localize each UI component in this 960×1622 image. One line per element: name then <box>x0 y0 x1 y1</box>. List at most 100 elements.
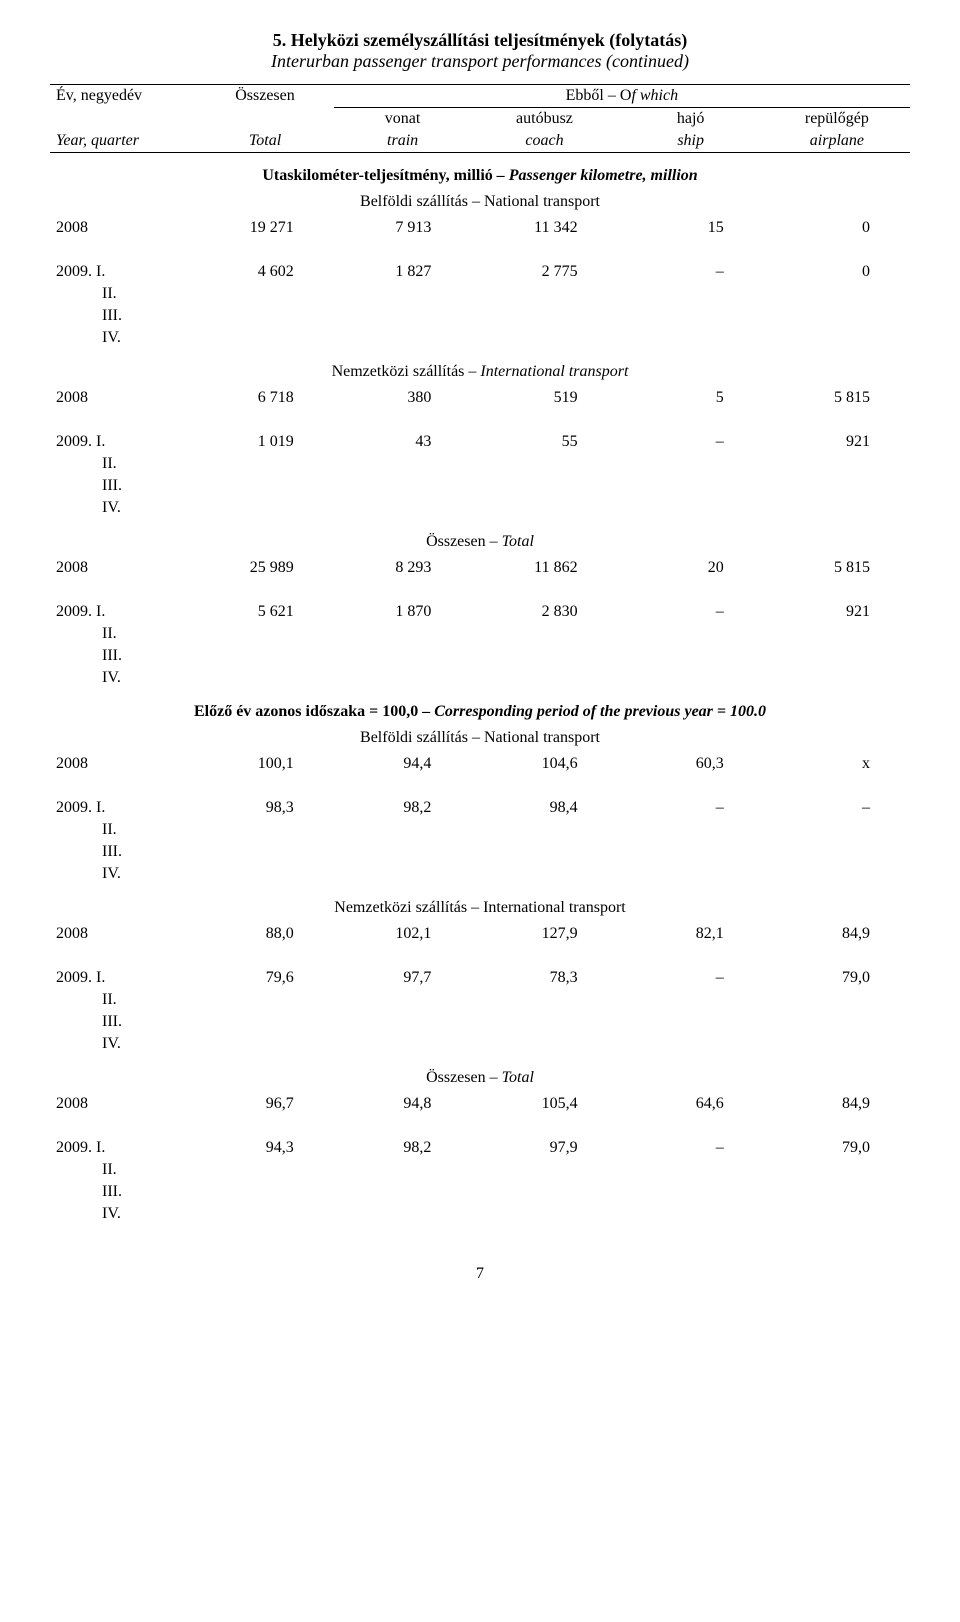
cell: 11 342 <box>471 217 617 239</box>
row-label: 2009. I. <box>50 431 196 453</box>
cell: – <box>618 261 764 283</box>
cell: 2 775 <box>471 261 617 283</box>
row-label: IV. <box>50 863 196 885</box>
cell: 25 989 <box>196 557 334 579</box>
cell: – <box>764 797 910 819</box>
section-6-en: – Total <box>490 1069 534 1086</box>
ofwhich-en: f which <box>631 87 678 104</box>
header-row-mid: vonat autóbusz hajó repülőgép <box>50 108 910 131</box>
cell: 380 <box>334 387 472 409</box>
table-row: 2009. I. 4 602 1 827 2 775 – 0 <box>50 261 910 283</box>
cell: 2 830 <box>471 601 617 623</box>
cell: – <box>618 601 764 623</box>
table-row: 2008 25 989 8 293 11 862 20 5 815 <box>50 557 910 579</box>
row-label: IV. <box>50 497 196 519</box>
header-row-2: Year, quarter Total train coach ship air… <box>50 130 910 153</box>
title-main: 5. Helyközi személyszállítási teljesítmé… <box>50 30 910 51</box>
row-label: II. <box>50 453 196 475</box>
col-coach-en: coach <box>525 132 563 149</box>
cell: 1 019 <box>196 431 334 453</box>
cell: 94,4 <box>334 753 472 775</box>
section-1a-hu: Belföldi szállítás <box>360 193 472 210</box>
section-5-title: Nemzetközi szállítás – International tra… <box>50 885 910 923</box>
col-year-hu: Év, negyedév <box>50 85 196 108</box>
row-label: 2008 <box>50 387 196 409</box>
cell: 5 <box>618 387 764 409</box>
row-label: IV. <box>50 327 196 349</box>
section-3-en: – Total <box>490 533 534 550</box>
section-4-en: – Corresponding period of the previous y… <box>422 703 766 720</box>
section-1-title: Utaskilométer-teljesítmény, millió – Pas… <box>50 153 910 192</box>
cell: 78,3 <box>471 967 617 989</box>
cell: 55 <box>471 431 617 453</box>
section-6-hu: Összesen <box>426 1069 490 1086</box>
col-air-en: airplane <box>810 132 864 149</box>
section-2-en: – International transport <box>468 363 628 380</box>
data-table: Év, negyedév Összesen Ebből – Of which v… <box>50 84 910 1225</box>
cell: 96,7 <box>196 1093 334 1115</box>
cell: 8 293 <box>334 557 472 579</box>
cell: 1 827 <box>334 261 472 283</box>
row-label: 2009. I. <box>50 967 196 989</box>
row-label: 2008 <box>50 753 196 775</box>
row-label: II. <box>50 283 196 305</box>
table-row: 2008 88,0 102,1 127,9 82,1 84,9 <box>50 923 910 945</box>
cell: 5 815 <box>764 557 910 579</box>
cell: 94,3 <box>196 1137 334 1159</box>
row-label: 2008 <box>50 557 196 579</box>
row-label: II. <box>50 1159 196 1181</box>
cell: – <box>618 967 764 989</box>
row-label: 2008 <box>50 217 196 239</box>
row-label: II. <box>50 989 196 1011</box>
cell: 60,3 <box>618 753 764 775</box>
cell: 15 <box>618 217 764 239</box>
section-6-title: Összesen – Total <box>50 1055 910 1093</box>
cell: 519 <box>471 387 617 409</box>
row-label: 2008 <box>50 923 196 945</box>
col-coach-hu: autóbusz <box>471 108 617 131</box>
table-row: 2008 19 271 7 913 11 342 15 0 <box>50 217 910 239</box>
cell: 64,6 <box>618 1093 764 1115</box>
section-1a-title: Belföldi szállítás – National transport <box>50 191 910 217</box>
section-1a-en: – National transport <box>472 193 600 210</box>
cell: 19 271 <box>196 217 334 239</box>
cell: 104,6 <box>471 753 617 775</box>
table-row: 2008 96,7 94,8 105,4 64,6 84,9 <box>50 1093 910 1115</box>
row-label: III. <box>50 305 196 327</box>
row-label: III. <box>50 645 196 667</box>
section-1-hu: Utaskilométer-teljesítmény, millió <box>262 167 496 184</box>
cell: 98,4 <box>471 797 617 819</box>
section-3-hu: Összesen <box>426 533 490 550</box>
table-row: 2009. I. 98,3 98,2 98,4 – – <box>50 797 910 819</box>
title-block: 5. Helyközi személyszállítási teljesítmé… <box>50 30 910 72</box>
col-year-en: Year, quarter <box>50 130 196 153</box>
col-ship-hu: hajó <box>618 108 764 131</box>
cell: 1 870 <box>334 601 472 623</box>
cell: – <box>618 431 764 453</box>
table-row: 2009. I. 5 621 1 870 2 830 – 921 <box>50 601 910 623</box>
cell: 105,4 <box>471 1093 617 1115</box>
section-4-hu: Előző év azonos időszaka = 100,0 <box>194 703 422 720</box>
col-air-hu: repülőgép <box>764 108 910 131</box>
cell: 921 <box>764 431 910 453</box>
cell: – <box>618 1137 764 1159</box>
cell: 20 <box>618 557 764 579</box>
row-label: 2009. I. <box>50 261 196 283</box>
cell: 11 862 <box>471 557 617 579</box>
col-train-hu: vonat <box>334 108 472 131</box>
page-number: 7 <box>50 1265 910 1283</box>
cell: 0 <box>764 261 910 283</box>
cell: 88,0 <box>196 923 334 945</box>
section-2-title: Nemzetközi szállítás – International tra… <box>50 349 910 387</box>
cell: 102,1 <box>334 923 472 945</box>
cell: 5 815 <box>764 387 910 409</box>
cell: 7 913 <box>334 217 472 239</box>
cell: 94,8 <box>334 1093 472 1115</box>
col-ofwhich: Ebből – Of which <box>334 85 910 108</box>
section-3-title: Összesen – Total <box>50 519 910 557</box>
row-label: IV. <box>50 1033 196 1055</box>
cell: 84,9 <box>764 923 910 945</box>
col-total-hu: Összesen <box>196 85 334 108</box>
cell: 82,1 <box>618 923 764 945</box>
section-1-en: – Passenger kilometre, million <box>497 167 698 184</box>
